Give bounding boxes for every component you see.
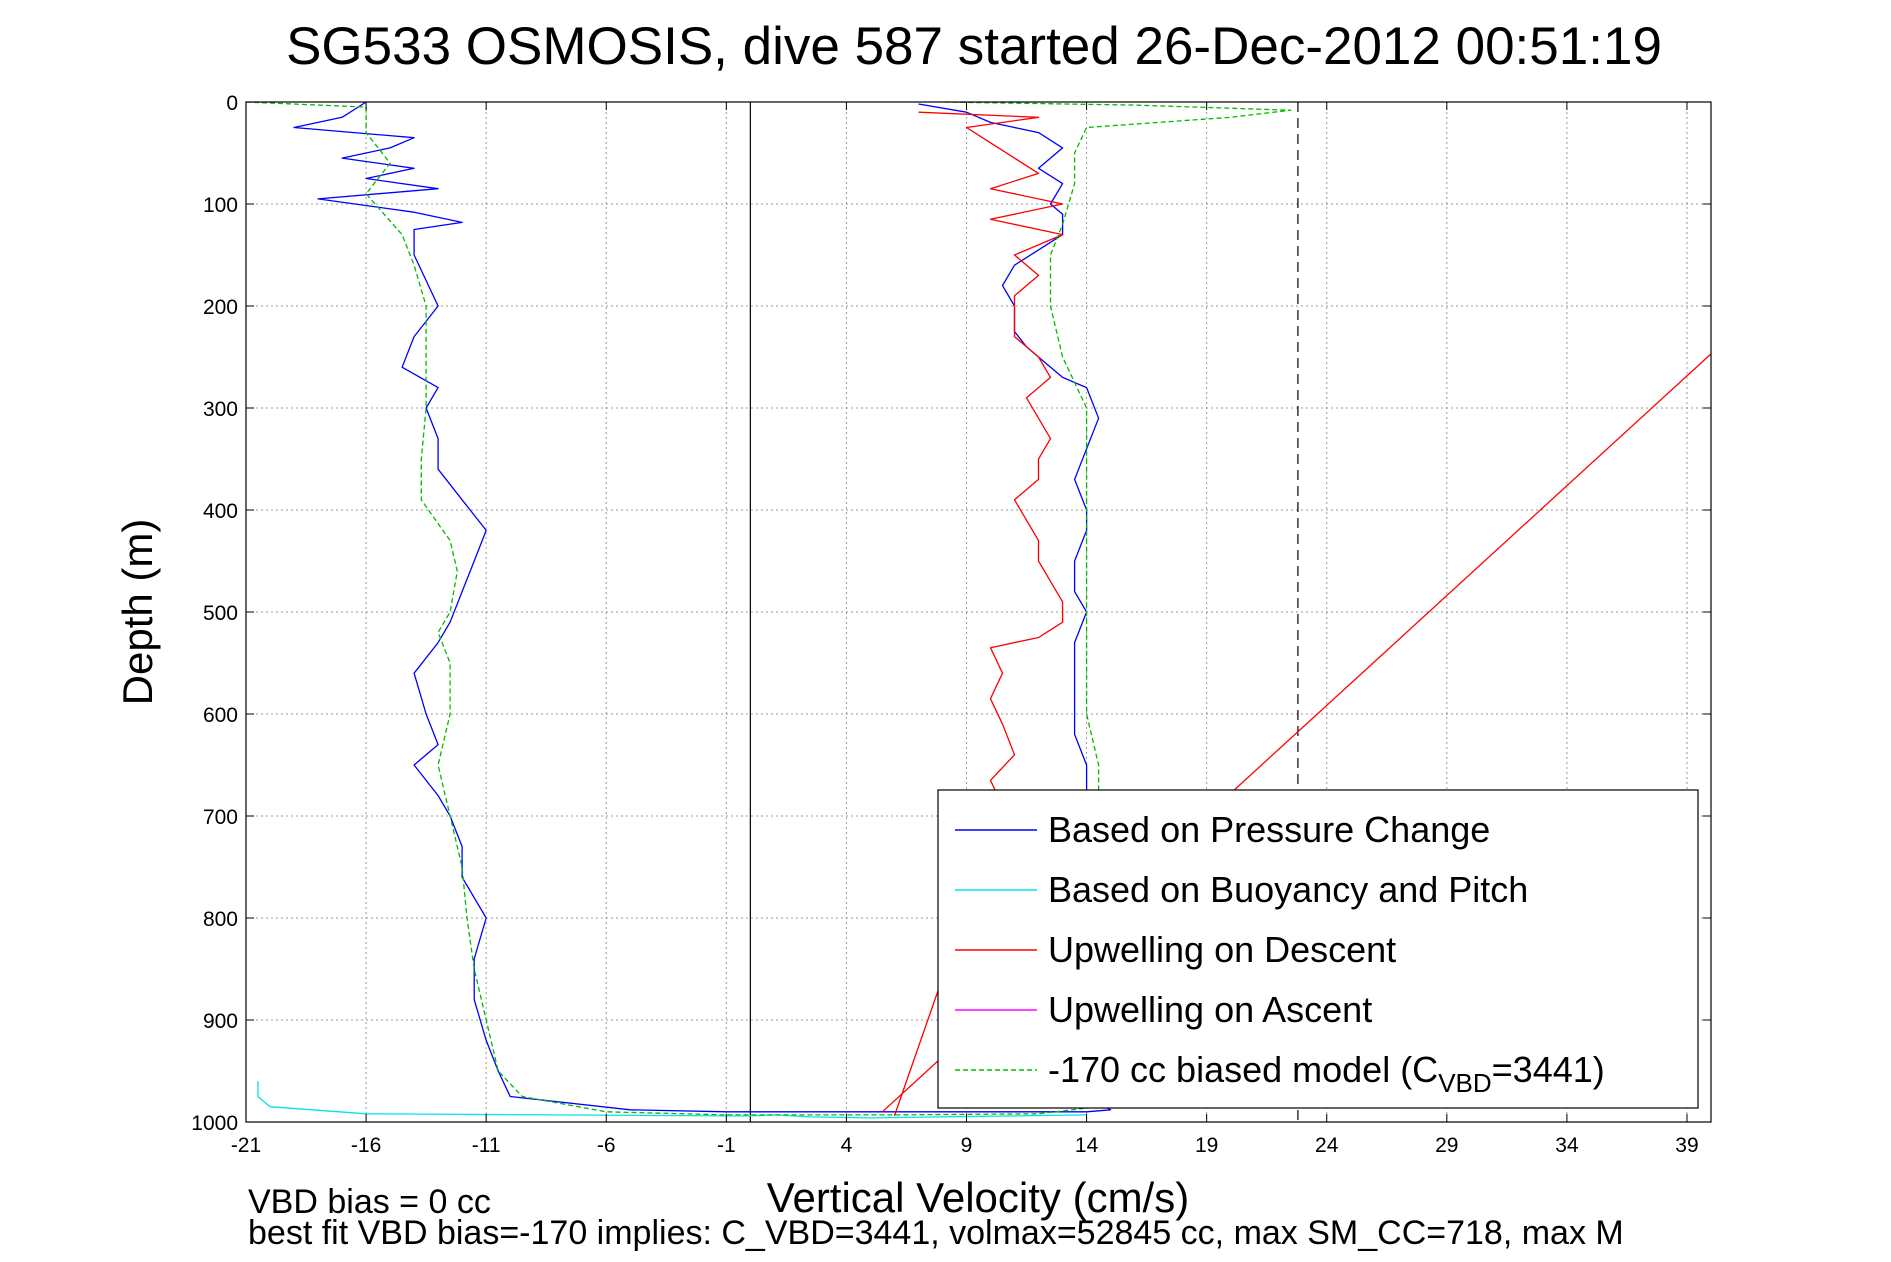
x-tick-label: -16	[351, 1134, 381, 1157]
y-tick-label: 300	[203, 398, 238, 421]
legend-label: Upwelling on Descent	[1048, 929, 1396, 970]
legend: Based on Pressure Change Based on Buoyanc…	[937, 789, 1699, 1109]
x-tick-label: 24	[1315, 1134, 1339, 1157]
series-line	[245, 101, 1292, 1116]
x-tick-label: 34	[1555, 1134, 1579, 1157]
x-axis-label: Vertical Velocity (cm/s)	[767, 1174, 1189, 1221]
x-tick-label: -21	[231, 1134, 261, 1157]
series-line	[293, 101, 1112, 1113]
x-tick-label: 39	[1675, 1134, 1698, 1157]
y-tick-label: 100	[203, 194, 238, 217]
x-tick-label: 4	[841, 1134, 853, 1157]
y-tick-label: 600	[203, 704, 238, 727]
series-line	[257, 1081, 1087, 1119]
x-tick-label: -6	[597, 1134, 616, 1157]
legend-label: Upwelling on Ascent	[1048, 989, 1372, 1030]
legend-box	[937, 789, 1699, 1109]
y-tick-label: 900	[203, 1010, 238, 1033]
footnote-best-fit: best fit VBD bias=-170 implies: C_VBD=34…	[248, 1214, 1624, 1252]
y-tick-label: 800	[203, 908, 238, 931]
x-tick-label: 9	[961, 1134, 973, 1157]
y-axis-label: Depth (m)	[114, 519, 161, 706]
y-tick-label: 700	[203, 806, 238, 829]
y-ticks: 0 100 200 300 400 500 600 700 800 900 1000	[191, 92, 1711, 1135]
legend-label: Based on Buoyancy and Pitch	[1048, 869, 1528, 910]
y-tick-label: 500	[203, 602, 238, 625]
x-tick-label: -11	[472, 1134, 501, 1157]
x-tick-label: 19	[1195, 1134, 1218, 1157]
legend-label: -170 cc biased model (CVBD=3441)	[1048, 1049, 1605, 1098]
series-line	[893, 111, 1064, 1117]
x-tick-label: 14	[1075, 1134, 1099, 1157]
legend-label: Based on Pressure Change	[1048, 809, 1490, 850]
chart-title: SG533 OSMOSIS, dive 587 started 26-Dec-2…	[286, 17, 1662, 76]
y-tick-label: 200	[203, 296, 238, 319]
y-tick-label: 400	[203, 500, 238, 523]
series-group	[245, 101, 1712, 1119]
x-tick-label: 29	[1435, 1134, 1458, 1157]
x-tick-label: -1	[717, 1134, 736, 1157]
x-ticks: -21 -16 -11 -6 -1 4 9 14 19 24 29 34 39	[231, 102, 1699, 1157]
y-tick-label: 0	[226, 92, 238, 115]
footnote-vbd-bias: VBD bias = 0 cc	[248, 1183, 491, 1221]
y-tick-label: 1000	[191, 1112, 238, 1135]
